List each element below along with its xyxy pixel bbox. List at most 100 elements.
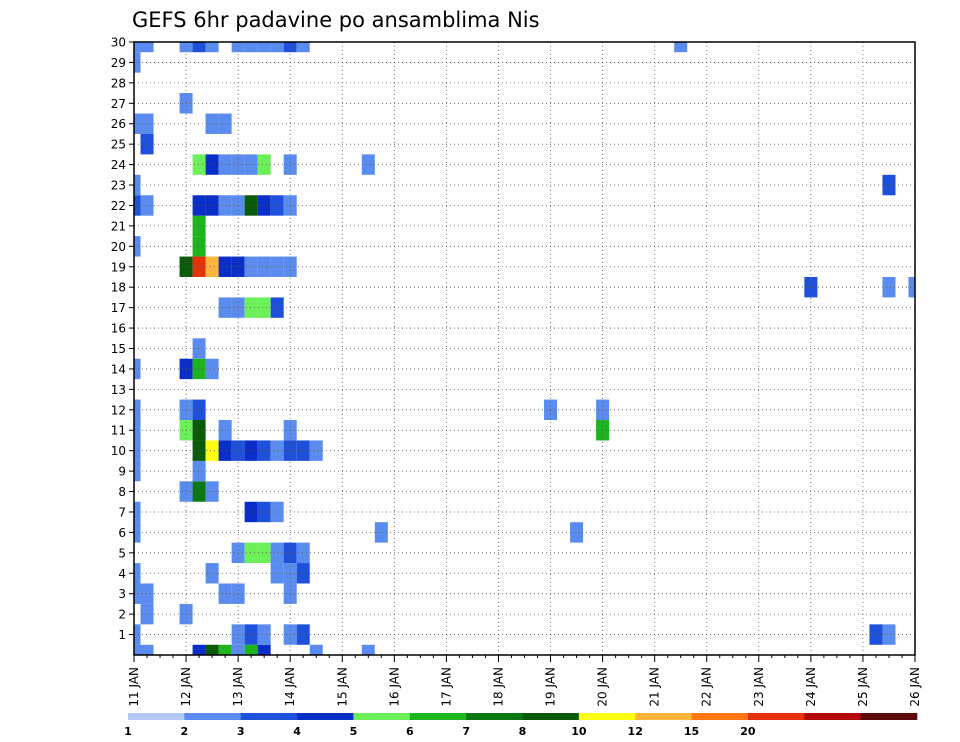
- colorbar-label: 8: [519, 725, 527, 738]
- heatmap-cell: [270, 542, 284, 564]
- x-tick-label: 20 JAN: [596, 667, 610, 707]
- colorbar-segment: [522, 713, 580, 720]
- y-tick-label: 1: [118, 628, 126, 642]
- heatmap-cell: [192, 420, 206, 441]
- heatmap-cell: [218, 644, 232, 655]
- heatmap-cell: [309, 644, 323, 655]
- heatmap-cell: [205, 154, 219, 175]
- heatmap-cell: [257, 542, 271, 564]
- colorbar-segment: [578, 713, 636, 720]
- heatmap-cell: [361, 154, 375, 175]
- heatmap-cell: [283, 42, 297, 53]
- heatmap-cell: [244, 542, 258, 564]
- heatmap-cell: [882, 174, 896, 196]
- colorbar-label: 5: [350, 725, 358, 738]
- heatmap-cell: [218, 113, 232, 134]
- colorbar-segment: [691, 713, 749, 720]
- heatmap-cell: [570, 522, 584, 543]
- y-tick-label: 21: [111, 219, 126, 233]
- heatmap-cell: [134, 420, 141, 441]
- colorbar-label: 10: [571, 725, 587, 738]
- heatmap-cell: [231, 42, 245, 53]
- heatmap-cell: [218, 256, 232, 277]
- y-tick-label: 8: [118, 485, 126, 499]
- heatmap-cell: [192, 42, 206, 53]
- heatmap-cell: [257, 256, 271, 277]
- x-tick-label: 16 JAN: [387, 667, 401, 707]
- y-tick-label: 7: [118, 505, 126, 519]
- heatmap-cell: [257, 440, 271, 461]
- y-tick-label: 17: [111, 301, 126, 315]
- y-tick-label: 14: [111, 362, 126, 376]
- heatmap-cell: [244, 256, 258, 277]
- colorbar-label: 20: [740, 725, 756, 738]
- x-axis: 11 JAN 12 JAN 13 JAN 14 JAN 15 JAN 16 JAN 17 J…: [127, 655, 922, 707]
- heatmap-cell: [192, 195, 206, 216]
- y-tick-label: 6: [118, 526, 126, 540]
- heatmap-cell: [205, 563, 219, 584]
- x-tick-label: 23 JAN: [752, 667, 766, 707]
- heatmap-cell: [140, 195, 154, 216]
- heatmap-cell: [192, 338, 206, 359]
- heatmap-cell: [192, 644, 206, 655]
- heatmap-cell: [244, 195, 258, 216]
- heatmap-cell: [257, 42, 271, 53]
- x-tick-label: 24 JAN: [804, 667, 818, 707]
- heatmap-cell: [309, 440, 323, 461]
- heatmap-cell: [134, 460, 141, 482]
- heatmap-cell: [361, 644, 375, 655]
- heatmap-cell: [296, 563, 310, 584]
- y-tick-label: 22: [111, 199, 126, 213]
- y-tick-label: 20: [111, 240, 126, 254]
- heatmap-cell: [218, 154, 232, 175]
- y-tick-label: 11: [111, 424, 126, 438]
- heatmap-cell: [270, 42, 284, 53]
- colorbar-segment: [297, 713, 354, 720]
- heatmap-cell: [296, 42, 310, 53]
- heatmap-cell: [134, 583, 141, 604]
- y-tick-label: 3: [118, 587, 126, 601]
- heatmap-cell: [205, 481, 219, 502]
- colorbar-label: 4: [293, 725, 301, 738]
- x-tick-label: 14 JAN: [283, 667, 297, 707]
- colorbar-label: 7: [462, 725, 470, 738]
- heatmap-cell: [192, 399, 206, 421]
- colorbar-segment: [409, 713, 467, 720]
- x-tick-label: 15 JAN: [335, 667, 349, 707]
- heatmap-cell: [218, 583, 232, 604]
- heatmap-cell: [134, 440, 141, 461]
- heatmap-cell: [205, 113, 219, 134]
- heatmap-cell: [179, 42, 193, 53]
- heatmap-cell: [134, 399, 141, 421]
- heatmap-cell: [218, 195, 232, 216]
- colorbar-label: 15: [684, 725, 699, 738]
- heatmap-cell: [205, 42, 219, 53]
- heatmap-cell: [192, 154, 206, 175]
- x-tick-label: 25 JAN: [856, 667, 870, 707]
- y-tick-label: 19: [111, 260, 126, 274]
- colorbar-segment: [128, 713, 185, 720]
- heatmap-cell: [192, 256, 206, 277]
- heatmap-cell: [270, 440, 284, 461]
- colorbar-segment: [804, 713, 861, 720]
- heatmap-cell: [192, 460, 206, 482]
- y-tick-label: 12: [111, 403, 126, 417]
- heatmap-cell: [134, 522, 141, 543]
- heatmap-cell: [244, 297, 258, 318]
- heatmap-cell: [205, 358, 219, 380]
- heatmap-cell: [134, 501, 141, 523]
- heatmap-cell: [257, 501, 271, 523]
- colorbar-segment: [240, 713, 298, 720]
- colorbar-label: 1: [124, 725, 132, 738]
- heatmap-cell: [869, 624, 883, 645]
- heatmap-cell: [134, 236, 141, 257]
- heatmap-cell: [257, 195, 271, 216]
- x-tick-label: 18 JAN: [491, 667, 505, 707]
- heatmap-cell: [218, 297, 232, 318]
- heatmap-cell: [140, 113, 154, 134]
- x-tick-label: 12 JAN: [179, 667, 193, 707]
- heatmap-cell: [134, 624, 141, 645]
- heatmap-cell: [244, 644, 258, 655]
- heatmap-cell: [296, 624, 310, 645]
- colorbar-segment: [860, 713, 918, 720]
